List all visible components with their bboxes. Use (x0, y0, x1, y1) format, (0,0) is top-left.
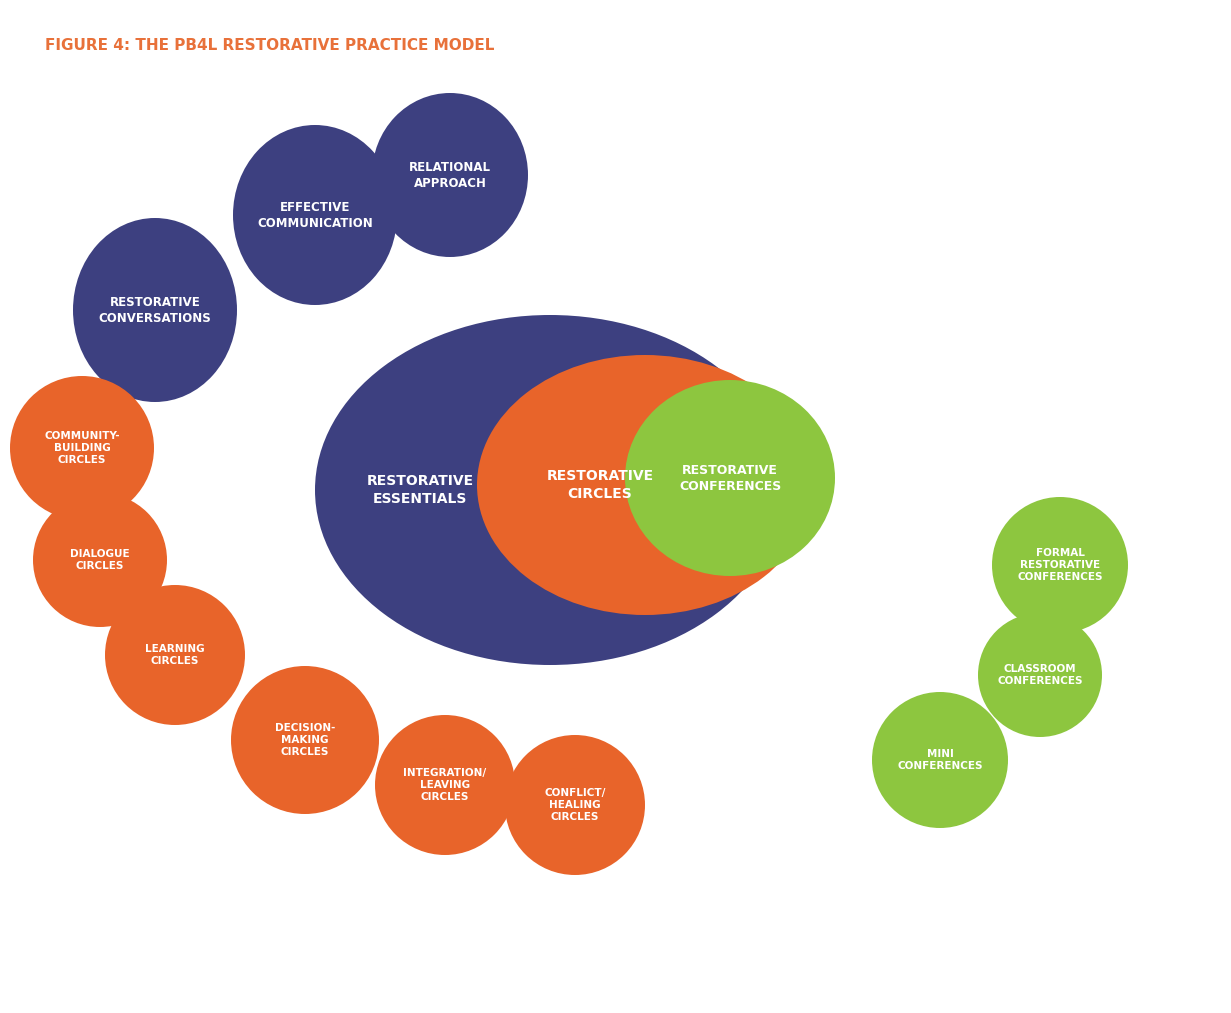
Text: FIGURE 4: THE PB4L RESTORATIVE PRACTICE MODEL: FIGURE 4: THE PB4L RESTORATIVE PRACTICE … (46, 38, 495, 53)
Circle shape (33, 493, 167, 627)
Text: RESTORATIVE
CIRCLES: RESTORATIVE CIRCLES (547, 469, 654, 500)
Text: CONFLICT/
HEALING
CIRCLES: CONFLICT/ HEALING CIRCLES (544, 787, 606, 823)
Text: FORMAL
RESTORATIVE
CONFERENCES: FORMAL RESTORATIVE CONFERENCES (1017, 548, 1103, 582)
Text: RESTORATIVE
CONVERSATIONS: RESTORATIVE CONVERSATIONS (98, 296, 212, 324)
Circle shape (231, 666, 379, 814)
Ellipse shape (625, 380, 835, 576)
Circle shape (992, 497, 1128, 633)
Text: MINI
CONFERENCES: MINI CONFERENCES (897, 749, 982, 771)
Text: DIALOGUE
CIRCLES: DIALOGUE CIRCLES (70, 549, 129, 571)
Text: EFFECTIVE
COMMUNICATION: EFFECTIVE COMMUNICATION (257, 201, 373, 230)
Ellipse shape (233, 125, 398, 305)
Ellipse shape (476, 355, 812, 615)
Text: LEARNING
CIRCLES: LEARNING CIRCLES (145, 644, 204, 667)
Circle shape (10, 376, 154, 520)
Text: DECISION-
MAKING
CIRCLES: DECISION- MAKING CIRCLES (275, 722, 335, 758)
Ellipse shape (315, 315, 785, 665)
Text: RELATIONAL
APPROACH: RELATIONAL APPROACH (409, 160, 491, 189)
Circle shape (105, 585, 245, 725)
Circle shape (872, 692, 1008, 828)
Text: RESTORATIVE
CONFERENCES: RESTORATIVE CONFERENCES (678, 464, 782, 492)
Text: RESTORATIVE
ESSENTIALS: RESTORATIVE ESSENTIALS (367, 474, 474, 505)
Text: INTEGRATION/
LEAVING
CIRCLES: INTEGRATION/ LEAVING CIRCLES (404, 768, 486, 802)
Circle shape (505, 735, 645, 875)
Circle shape (375, 715, 515, 855)
Ellipse shape (73, 218, 238, 402)
Text: COMMUNITY-
BUILDING
CIRCLES: COMMUNITY- BUILDING CIRCLES (44, 431, 119, 465)
Text: CLASSROOM
CONFERENCES: CLASSROOM CONFERENCES (997, 664, 1083, 686)
Circle shape (977, 613, 1102, 737)
Ellipse shape (372, 93, 528, 257)
